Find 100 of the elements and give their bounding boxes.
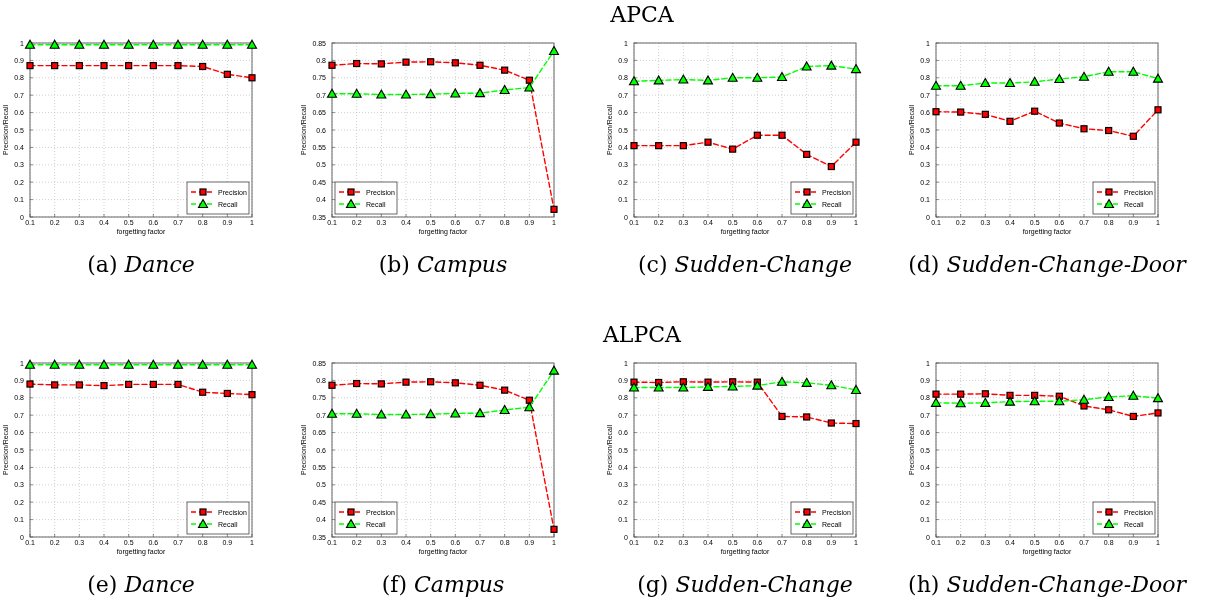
- point: [1154, 409, 1162, 417]
- point: [1029, 396, 1040, 406]
- point: [1004, 77, 1016, 88]
- point: [501, 66, 509, 74]
- point: [499, 84, 510, 95]
- text: (g) Sudden-Change: [637, 572, 853, 597]
- point: [827, 162, 835, 171]
- point: [377, 380, 385, 388]
- point: [351, 408, 362, 418]
- point: [1080, 402, 1088, 410]
- point: [1004, 396, 1016, 406]
- text: (c) Sudden-Change: [638, 252, 852, 277]
- point: [451, 59, 459, 67]
- point: [655, 142, 663, 150]
- point: [376, 89, 387, 99]
- point: [474, 88, 486, 98]
- point: [957, 390, 965, 398]
- point: [1080, 125, 1088, 133]
- point: [628, 76, 640, 86]
- point: [1054, 73, 1065, 84]
- point: [351, 88, 362, 98]
- point: [26, 380, 34, 388]
- point: [827, 419, 835, 427]
- point: [628, 382, 640, 392]
- point: [174, 380, 182, 388]
- point: [1154, 106, 1162, 114]
- point: [803, 150, 811, 158]
- point: [727, 72, 738, 82]
- text: (h) Sudden-Change-Door: [908, 572, 1188, 597]
- point: [474, 408, 486, 418]
- point: [850, 64, 862, 74]
- point: [326, 408, 338, 418]
- point: [148, 359, 159, 369]
- point: [400, 409, 412, 419]
- point: [1103, 66, 1114, 76]
- text: (e) Dance: [87, 572, 195, 597]
- point: [125, 380, 133, 388]
- chart-title: ALPCA: [601, 322, 683, 347]
- chart-title: APCA: [609, 2, 675, 27]
- point: [850, 384, 862, 395]
- point: [450, 88, 461, 98]
- point: [980, 397, 991, 407]
- point: [957, 108, 965, 116]
- point: [328, 381, 336, 389]
- point: [653, 382, 664, 392]
- point: [1152, 73, 1164, 83]
- point: [679, 142, 687, 150]
- point: [400, 89, 412, 99]
- point: [776, 376, 788, 386]
- text: (b) Campus: [378, 252, 508, 277]
- point: [776, 71, 788, 81]
- point: [1031, 107, 1039, 115]
- point: [704, 138, 712, 146]
- point: [1029, 76, 1040, 86]
- point: [803, 413, 811, 421]
- point: [377, 60, 385, 68]
- point: [501, 386, 509, 394]
- point: [702, 381, 714, 391]
- point: [24, 359, 36, 369]
- point: [1105, 406, 1113, 414]
- point: [1128, 390, 1139, 400]
- point: [678, 74, 689, 84]
- point: [826, 380, 837, 390]
- point: [353, 379, 361, 388]
- point: [548, 45, 560, 56]
- point: [451, 379, 459, 387]
- point: [199, 388, 207, 396]
- point: [981, 390, 989, 398]
- point: [1128, 66, 1139, 76]
- point: [1103, 391, 1114, 401]
- point: [376, 409, 387, 419]
- point: [801, 61, 812, 71]
- point: [1006, 391, 1014, 399]
- point: [1129, 412, 1137, 421]
- point: [402, 378, 410, 386]
- point: [524, 402, 535, 412]
- point: [548, 365, 560, 375]
- point: [702, 75, 714, 85]
- point: [353, 59, 361, 68]
- point: [550, 525, 558, 533]
- point: [678, 382, 689, 392]
- point: [75, 381, 83, 389]
- point: [74, 359, 85, 369]
- point: [524, 82, 535, 92]
- point: [427, 58, 435, 66]
- text: (a) Dance: [87, 252, 195, 277]
- point: [852, 138, 860, 146]
- point: [1055, 119, 1063, 127]
- point: [402, 58, 410, 66]
- point: [981, 110, 989, 118]
- point: [930, 80, 942, 90]
- point: [729, 145, 737, 153]
- point: [801, 377, 812, 387]
- point: [932, 390, 940, 398]
- point: [980, 77, 991, 88]
- point: [427, 378, 435, 386]
- point: [425, 409, 436, 419]
- point: [499, 404, 510, 415]
- point: [1129, 132, 1137, 140]
- point: [425, 89, 436, 99]
